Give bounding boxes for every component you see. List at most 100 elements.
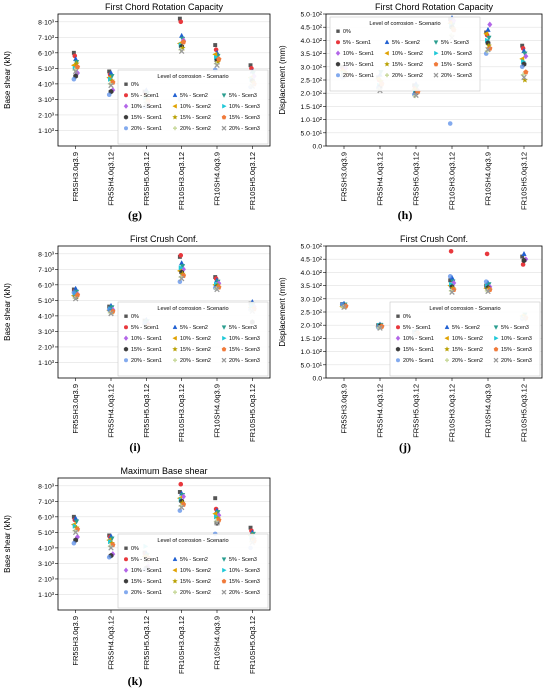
chart-panel-h: First Chord Rotation Capacity 0.0 5.0·10¹ 1… [276, 0, 550, 210]
y-tick-label: 7·10³ [38, 267, 55, 274]
legend-label-20pct-scen3: 20% - Scen3 [229, 590, 260, 596]
legend-marker-0pct [124, 82, 128, 86]
data-point-20pct-scen1 [177, 279, 183, 285]
legend-marker-5pct-scen3 [221, 325, 227, 330]
data-point-5pct-scen1 [178, 253, 184, 258]
legend-label-20pct-scen2: 20% - Scen2 [452, 358, 483, 364]
legend: Level of corrosion - Scenario 0% 5% - Scen… [117, 533, 269, 609]
legend-marker-15pct-scen3 [221, 578, 227, 584]
legend-title: Level of corrosion - Scenario [157, 538, 228, 544]
legend-label-0pct: 0% [131, 314, 139, 320]
x-category-label: FR10SH5.0q3.12 [520, 152, 529, 210]
legend-marker-5pct-scen3 [221, 93, 227, 98]
x-category-label: FR5SH4.0q3.12 [107, 152, 116, 206]
data-point-15pct-scen3 [523, 69, 529, 75]
y-tick-label: 5·10³ [38, 298, 55, 305]
legend-label-5pct-scen3: 5% - Scen3 [229, 93, 257, 99]
x-category-label: FR5SH4.0q3.12 [376, 152, 385, 206]
y-tick-label: 4.5·10² [300, 25, 322, 32]
legend-label-15pct-scen1: 15% - Scen1 [131, 347, 162, 353]
y-tick-label: 1.0·10² [300, 349, 322, 356]
legend-marker-5pct-scen1 [336, 40, 340, 45]
data-point-20pct-scen3 [214, 62, 220, 69]
data-point-10pct-scen1 [487, 21, 493, 28]
legend-label-15pct-scen3: 15% - Scen3 [229, 115, 260, 121]
y-tick-label: 2·10³ [38, 112, 55, 119]
data-point-5pct-scen1 [484, 251, 490, 257]
y-tick-label: 7·10³ [38, 499, 55, 506]
legend-marker-20pct-scen1 [124, 358, 128, 363]
y-tick-label: 4·10³ [38, 81, 55, 88]
legend-marker-5pct-scen2 [172, 92, 178, 98]
x-category-label: FR10SH3.0q3.12 [177, 616, 186, 674]
y-tick-label: 7·10³ [38, 35, 55, 42]
y-tick-label: 5.0·10¹ [300, 362, 322, 369]
legend-marker-20pct-scen1 [124, 590, 128, 595]
x-category-label: FR5SH5.0q3.12 [412, 384, 421, 438]
x-category-label: FR10SH4.0q3.9 [484, 152, 493, 206]
legend-marker-20pct-scen2 [173, 126, 177, 131]
data-point-15pct-scen3 [180, 39, 187, 45]
data-point-10pct-scen3 [178, 265, 184, 271]
plot-area [57, 245, 271, 379]
legend-marker-0pct [396, 314, 400, 318]
legend-label-5pct-scen1: 5% - Scen1 [131, 557, 159, 563]
legend-label-10pct-scen3: 10% - Scen3 [501, 336, 532, 342]
caption-j: (j) [399, 440, 411, 454]
legend-marker-15pct-scen3 [493, 346, 499, 352]
legend-marker-20pct-scen3 [493, 357, 499, 363]
legend-marker-20pct-scen1 [336, 73, 340, 78]
legend-label-5pct-scen1: 5% - Scen1 [131, 93, 159, 99]
legend-label-5pct-scen3: 5% - Scen3 [441, 40, 469, 46]
legend-label-15pct-scen1: 15% - Scen1 [403, 347, 434, 353]
y-tick-label: 8·10³ [38, 251, 55, 258]
plot-area [57, 13, 271, 147]
x-category-label: FR10SH4.0q3.9 [213, 616, 222, 670]
legend-label-20pct-scen2: 20% - Scen2 [180, 590, 211, 596]
data-point-5pct-scen2 [485, 26, 491, 32]
legend-marker-15pct-scen1 [335, 61, 341, 67]
data-point-20pct-scen3 [178, 275, 185, 282]
y-tick-label: 4·10³ [38, 545, 55, 552]
legend-marker-5pct-scen2 [172, 556, 178, 562]
legend-marker-5pct-scen1 [124, 325, 128, 330]
legend-marker-0pct [124, 546, 128, 550]
chart-title: First Crush Conf. [130, 234, 198, 244]
legend-label-20pct-scen2: 20% - Scen2 [180, 126, 211, 132]
plot-area [57, 477, 271, 611]
legend-marker-15pct-scen2 [172, 346, 178, 352]
caption-h: (h) [397, 208, 413, 222]
data-point-20pct-scen3 [108, 82, 114, 89]
legend-label-5pct-scen2: 5% - Scen2 [392, 40, 420, 46]
x-category-label: FR5SH3.0q3.9 [340, 152, 349, 202]
data-point-5pct-scen1 [520, 262, 526, 267]
y-tick-label: 1.5·10² [300, 336, 322, 343]
legend-label-20pct-scen2: 20% - Scen2 [180, 358, 211, 364]
plot-area [325, 13, 543, 147]
y-tick-label: 3·10³ [38, 561, 55, 568]
legend-marker-15pct-scen3 [221, 114, 227, 120]
x-category-label: FR10SH3.0q3.12 [448, 152, 457, 210]
legend-label-15pct-scen2: 15% - Scen2 [392, 62, 423, 68]
chart-k: Maximum Base shear 1·10³ 2·10³ 3·10³ 4·10³ 5·… [3, 466, 271, 674]
data-point-20pct-scen3 [178, 48, 185, 55]
legend-label-20pct-scen1: 20% - Scen1 [343, 73, 374, 79]
legend-marker-0pct [124, 314, 128, 318]
plot-area [325, 245, 543, 379]
legend-marker-5pct-scen2 [384, 39, 390, 44]
data-point-20pct-scen1 [71, 290, 77, 295]
x-category-label: FR5SH5.0q3.12 [412, 152, 421, 206]
legend-label-5pct-scen2: 5% - Scen2 [180, 557, 208, 563]
legend-marker-20pct-scen1 [124, 126, 128, 131]
y-tick-label: 1·10³ [38, 128, 55, 135]
y-tick-label: 3.5·10² [300, 283, 322, 290]
data-point-10pct-scen1 [180, 493, 187, 500]
data-point-0pct [177, 490, 182, 494]
data-point-20pct-scen3 [485, 46, 491, 53]
legend-label-15pct-scen1: 15% - Scen1 [131, 579, 162, 585]
data-point-5pct-scen1 [448, 248, 454, 254]
legend-box [329, 16, 481, 92]
y-axis-label: Displacement (mm) [278, 45, 287, 115]
data-point-0pct [248, 525, 253, 530]
legend-marker-20pct-scen1 [396, 358, 400, 363]
